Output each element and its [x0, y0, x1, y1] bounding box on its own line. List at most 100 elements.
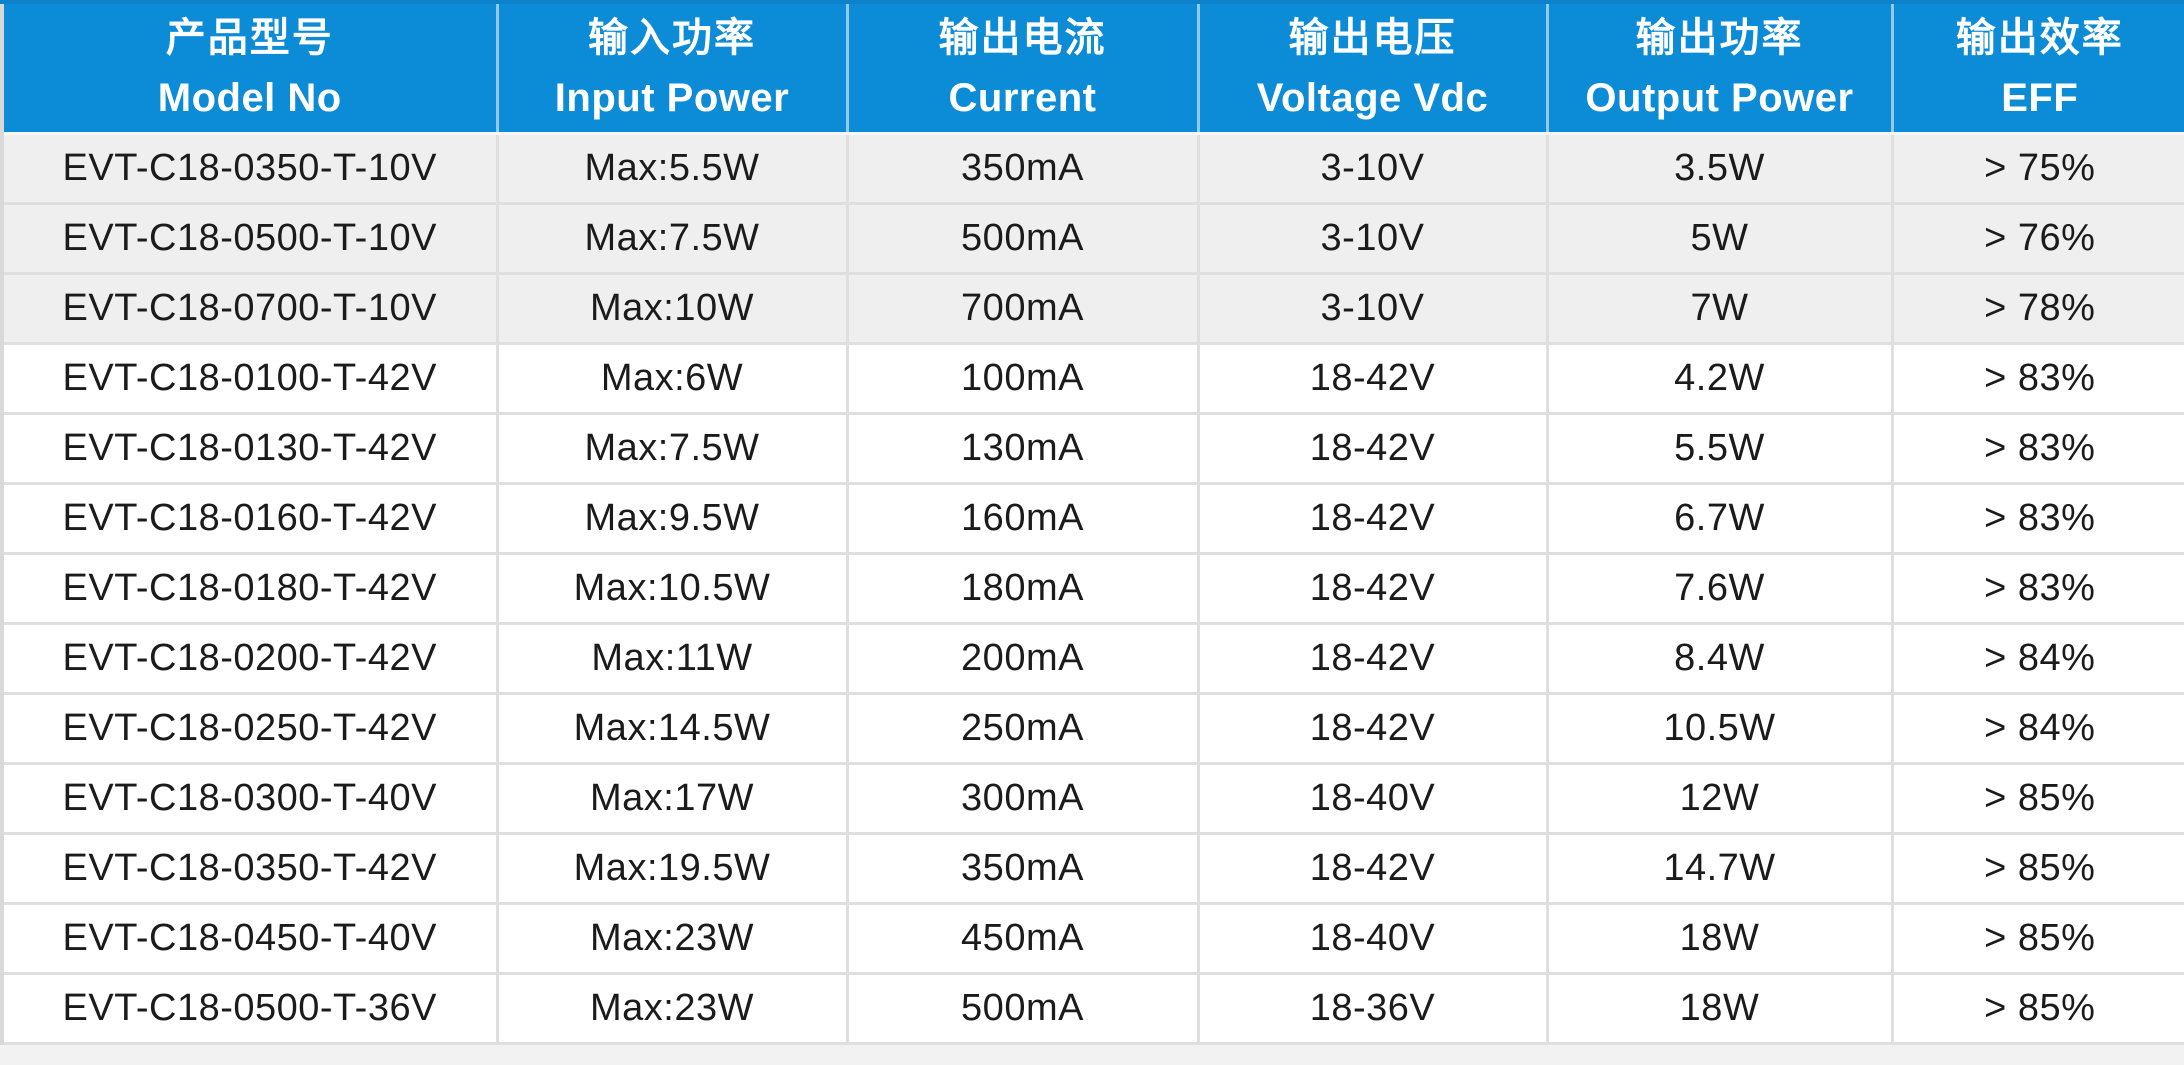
cell-voltage-vdc: 18-42V: [1196, 482, 1549, 555]
cell-output-power: 3.5W: [1545, 132, 1894, 205]
header-eff: 输出效率 EFF: [1892, 0, 2184, 135]
header-output-power: 输出功率 Output Power: [1547, 0, 1894, 135]
cell-eff: > 83%: [1890, 412, 2184, 485]
cell-input-power: Max:17W: [495, 762, 849, 835]
cell-current: 450mA: [845, 902, 1200, 975]
table-row: EVT-C18-0100-T-42V Max:6W 100mA 18-42V 4.2W >…: [0, 342, 2184, 415]
cell-model-no: EVT-C18-0250-T-42V: [0, 692, 499, 765]
cell-voltage-vdc: 18-42V: [1196, 622, 1549, 695]
cell-voltage-vdc: 18-42V: [1196, 552, 1549, 625]
spec-table-body: EVT-C18-0350-T-10V Max:5.5W 350mA 3-10V 3.5W…: [0, 132, 2184, 1045]
cell-current: 180mA: [845, 552, 1200, 625]
cell-model-no: EVT-C18-0180-T-42V: [0, 552, 499, 625]
cell-model-no: EVT-C18-0450-T-40V: [0, 902, 499, 975]
cell-current: 350mA: [845, 832, 1200, 905]
cell-model-no: EVT-C18-0100-T-42V: [0, 342, 499, 415]
cell-eff: > 84%: [1890, 692, 2184, 765]
cell-voltage-vdc: 18-42V: [1196, 832, 1549, 905]
cell-voltage-vdc: 3-10V: [1196, 272, 1549, 345]
cell-output-power: 6.7W: [1545, 482, 1894, 555]
cell-voltage-vdc: 18-42V: [1196, 692, 1549, 765]
header-label-en: EFF: [2001, 76, 2079, 120]
header-label-zh: 输出功率: [1635, 16, 1804, 60]
cell-voltage-vdc: 18-40V: [1196, 762, 1549, 835]
cell-model-no: EVT-C18-0160-T-42V: [0, 482, 499, 555]
cell-input-power: Max:23W: [495, 972, 849, 1045]
cell-current: 700mA: [845, 272, 1200, 345]
header-label-en: Voltage Vdc: [1256, 76, 1489, 120]
cell-input-power: Max:11W: [495, 622, 849, 695]
header-label-zh: 输出电压: [1288, 16, 1457, 60]
cell-eff: > 84%: [1890, 622, 2184, 695]
cell-input-power: Max:7.5W: [495, 202, 849, 275]
cell-eff: > 85%: [1890, 762, 2184, 835]
cell-voltage-vdc: 18-40V: [1196, 902, 1549, 975]
cell-output-power: 7.6W: [1545, 552, 1894, 625]
header-label-en: Input Power: [554, 76, 790, 120]
cell-eff: > 78%: [1890, 272, 2184, 345]
cell-current: 200mA: [845, 622, 1200, 695]
cell-output-power: 18W: [1545, 972, 1894, 1045]
cell-input-power: Max:19.5W: [495, 832, 849, 905]
header-model-no: 产品型号 Model No: [2, 0, 499, 135]
table-row: EVT-C18-0350-T-10V Max:5.5W 350mA 3-10V 3.5W…: [0, 132, 2184, 205]
cell-current: 500mA: [845, 972, 1200, 1045]
cell-voltage-vdc: 18-42V: [1196, 412, 1549, 485]
cell-model-no: EVT-C18-0300-T-40V: [0, 762, 499, 835]
table-row: EVT-C18-0450-T-40V Max:23W 450mA 18-40V 18W >…: [0, 902, 2184, 975]
cell-output-power: 14.7W: [1545, 832, 1894, 905]
cell-model-no: EVT-C18-0500-T-10V: [0, 202, 499, 275]
table-row: EVT-C18-0500-T-36V Max:23W 500mA 18-36V 18W >…: [0, 972, 2184, 1045]
cell-input-power: Max:9.5W: [495, 482, 849, 555]
table-row: EVT-C18-0700-T-10V Max:10W 700mA 3-10V 7W > 7…: [0, 272, 2184, 345]
header-voltage-vdc: 输出电压 Voltage Vdc: [1198, 0, 1549, 135]
header-label-en: Model No: [157, 76, 342, 120]
table-row: EVT-C18-0200-T-42V Max:11W 200mA 18-42V 8.4W…: [0, 622, 2184, 695]
cell-model-no: EVT-C18-0200-T-42V: [0, 622, 499, 695]
cell-model-no: EVT-C18-0130-T-42V: [0, 412, 499, 485]
cell-output-power: 12W: [1545, 762, 1894, 835]
cell-voltage-vdc: 3-10V: [1196, 132, 1549, 205]
table-row: EVT-C18-0350-T-42V Max:19.5W 350mA 18-42V 14…: [0, 832, 2184, 905]
header-label-zh: 输入功率: [588, 16, 756, 60]
cell-model-no: EVT-C18-0350-T-10V: [0, 132, 499, 205]
cell-current: 300mA: [845, 762, 1200, 835]
cell-eff: > 85%: [1890, 902, 2184, 975]
cell-model-no: EVT-C18-0500-T-36V: [0, 972, 499, 1045]
cell-eff: > 76%: [1890, 202, 2184, 275]
cell-voltage-vdc: 18-36V: [1196, 972, 1549, 1045]
cell-input-power: Max:10.5W: [495, 552, 849, 625]
cell-input-power: Max:14.5W: [495, 692, 849, 765]
cell-model-no: EVT-C18-0350-T-42V: [0, 832, 499, 905]
table-header-row: 产品型号 Model No 输入功率 Input Power 输出电流 Current 输出…: [2, 0, 2184, 135]
table-row: EVT-C18-0300-T-40V Max:17W 300mA 18-40V 12W >…: [0, 762, 2184, 835]
cell-model-no: EVT-C18-0700-T-10V: [0, 272, 499, 345]
header-label-zh: 输出电流: [938, 16, 1107, 60]
cell-input-power: Max:23W: [495, 902, 849, 975]
header-label-zh: 产品型号: [165, 16, 334, 60]
table-row: EVT-C18-0250-T-42V Max:14.5W 250mA 18-42V 10…: [0, 692, 2184, 765]
cell-input-power: Max:10W: [495, 272, 849, 345]
cell-current: 250mA: [845, 692, 1200, 765]
cell-output-power: 7W: [1545, 272, 1894, 345]
table-row: EVT-C18-0160-T-42V Max:9.5W 160mA 18-42V 6.7…: [0, 482, 2184, 555]
cell-output-power: 5.5W: [1545, 412, 1894, 485]
cell-output-power: 8.4W: [1545, 622, 1894, 695]
cell-input-power: Max:5.5W: [495, 132, 849, 205]
header-input-power: 输入功率 Input Power: [497, 0, 849, 135]
cell-output-power: 10.5W: [1545, 692, 1894, 765]
cell-eff: > 83%: [1890, 552, 2184, 625]
table-row: EVT-C18-0130-T-42V Max:7.5W 130mA 18-42V 5.5…: [0, 412, 2184, 485]
cell-input-power: Max:6W: [495, 342, 849, 415]
cell-eff: > 83%: [1890, 482, 2184, 555]
cell-input-power: Max:7.5W: [495, 412, 849, 485]
cell-output-power: 5W: [1545, 202, 1894, 275]
cell-voltage-vdc: 18-42V: [1196, 342, 1549, 415]
cell-eff: > 85%: [1890, 972, 2184, 1045]
header-label-zh: 输出效率: [1955, 16, 2124, 60]
cell-voltage-vdc: 3-10V: [1196, 202, 1549, 275]
table-row: EVT-C18-0500-T-10V Max:7.5W 500mA 3-10V 5W > …: [0, 202, 2184, 275]
header-label-en: Output Power: [1585, 76, 1854, 120]
cell-eff: > 83%: [1890, 342, 2184, 415]
